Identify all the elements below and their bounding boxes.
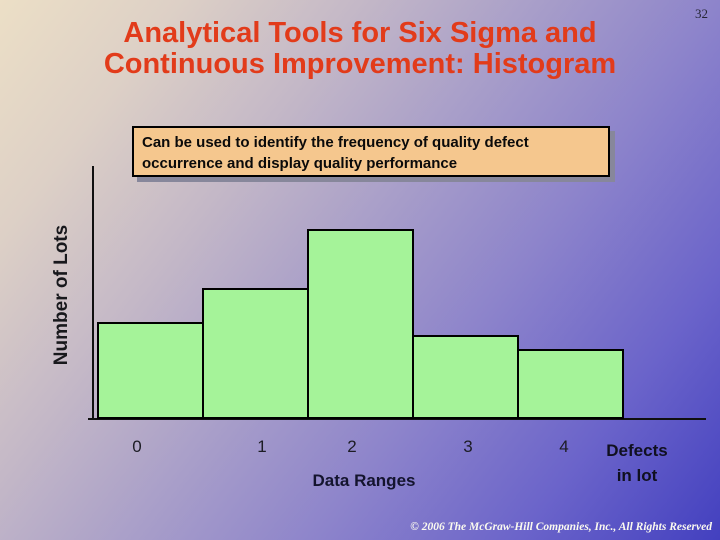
x-axis-series-label-line-2: in lot (616, 466, 658, 485)
x-axis-series-label-line-1: Defects (606, 441, 668, 460)
x-axis-line (88, 418, 706, 420)
x-tick-label-1: 1 (257, 437, 267, 456)
callout-line-2: occurrence and display quality performan… (142, 155, 458, 172)
x-axis-series-label: Defects in lot (591, 438, 683, 488)
x-tick-label-3: 3 (463, 437, 473, 456)
page-number: 32 (695, 6, 708, 21)
slide-title-line-1: Analytical Tools for Six Sigma and (123, 17, 597, 49)
callout-line-1: Can be used to identify the frequency of… (142, 134, 529, 151)
x-tick-label-2: 2 (347, 437, 357, 456)
y-axis-line (92, 166, 94, 419)
histogram-bar-1 (202, 288, 309, 419)
callout-box: Can be used to identify the frequency of… (132, 126, 610, 177)
histogram-bar-4 (517, 349, 624, 419)
slide-title: Analytical Tools for Six Sigma and Conti… (0, 18, 720, 80)
x-tick-label-4: 4 (559, 437, 569, 456)
slide-title-line-2: Continuous Improvement: Histogram (103, 48, 617, 80)
histogram-bar-0 (97, 322, 204, 419)
histogram-bar-2 (307, 229, 414, 419)
copyright-footer: © 2006 The McGraw-Hill Companies, Inc., … (410, 521, 712, 533)
histogram-bar-3 (412, 335, 519, 419)
histogram-bars (97, 229, 624, 419)
x-axis-title: Data Ranges (312, 471, 416, 490)
y-axis-label: Number of Lots (51, 224, 72, 366)
x-tick-label-0: 0 (132, 437, 142, 456)
